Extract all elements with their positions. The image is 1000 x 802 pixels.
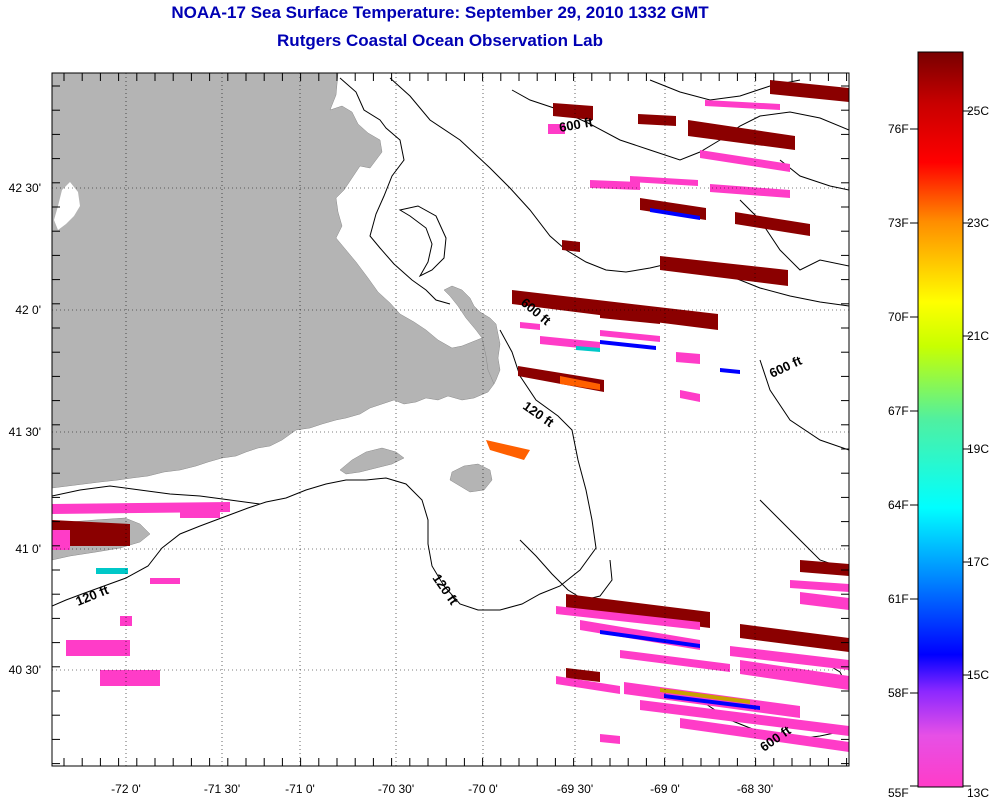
cape-cod: [443, 285, 501, 385]
x-tick-label: -70 0': [468, 782, 498, 796]
colorbar-f-label: 70F: [888, 310, 909, 324]
y-tick-label: 42 30': [9, 181, 41, 195]
colorbar-gradient: [917, 51, 964, 788]
map-title: NOAA-17 Sea Surface Temperature: Septemb…: [171, 3, 709, 22]
colorbar-f-label: 76F: [888, 122, 909, 136]
y-tick-label: 42 0': [15, 303, 41, 317]
sst-data-swaths: [52, 80, 849, 752]
colorbar-f-label: 64F: [888, 498, 909, 512]
axis-ticks: [52, 73, 849, 766]
y-tick-label: 41 30': [9, 425, 41, 439]
x-tick-label: -71 0': [285, 782, 315, 796]
colorbar-f-label: 61F: [888, 592, 909, 606]
colorbar: 76F 73F 70F 67F 64F 61F 58F 55F 25C 23C …: [888, 51, 989, 800]
graticule: [52, 73, 849, 766]
x-tick-label: -69 30': [557, 782, 593, 796]
colorbar-f-label: 58F: [888, 686, 909, 700]
y-tick-label: 41 0': [15, 542, 41, 556]
y-tick-label: 40 30': [9, 663, 41, 677]
map-frame: [51, 72, 850, 767]
map-subtitle: Rutgers Coastal Ocean Observation Lab: [277, 31, 603, 50]
colorbar-f-label: 73F: [888, 216, 909, 230]
colorbar-c-label: 19C: [967, 442, 989, 456]
contour-label: 600 ft: [558, 114, 595, 135]
colorbar-ticks: [910, 110, 971, 787]
inland-lake: [54, 182, 80, 230]
nantucket: [449, 463, 493, 493]
colorbar-c-label: 21C: [967, 329, 989, 343]
marthas-vineyard: [339, 447, 405, 475]
colorbar-c-label: 13C: [967, 786, 989, 800]
colorbar-c-label: 15C: [967, 668, 989, 682]
x-tick-label: -72 0': [111, 782, 141, 796]
x-tick-label: -68 30': [737, 782, 773, 796]
x-tick-label: -69 0': [650, 782, 680, 796]
colorbar-c-label: 25C: [967, 104, 989, 118]
x-axis-labels: -72 0' -71 30' -71 0' -70 30' -70 0' -69…: [111, 782, 773, 796]
y-axis-labels: 42 30' 42 0' 41 30' 41 0' 40 30': [9, 181, 41, 677]
colorbar-f-label: 55F: [888, 786, 909, 800]
colorbar-f-label: 67F: [888, 404, 909, 418]
colorbar-c-label: 17C: [967, 555, 989, 569]
x-tick-label: -70 30': [378, 782, 414, 796]
colorbar-c-label: 23C: [967, 216, 989, 230]
x-tick-label: -71 30': [204, 782, 240, 796]
